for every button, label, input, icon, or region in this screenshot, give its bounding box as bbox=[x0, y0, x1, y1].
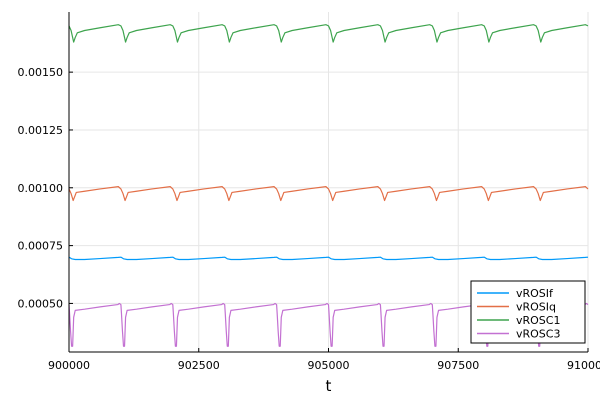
y-tick-label: 0.00075 bbox=[18, 240, 64, 253]
x-axis-title: t bbox=[326, 377, 332, 395]
y-tick-label: 0.00150 bbox=[18, 66, 64, 79]
series-line-vROSC3 bbox=[68, 302, 589, 347]
legend-label: vROSIq bbox=[516, 301, 556, 314]
x-tick-label: 905000 bbox=[308, 359, 350, 372]
grid-lines bbox=[68, 12, 589, 352]
series-lines bbox=[68, 24, 589, 347]
y-tick-label: 0.00050 bbox=[18, 297, 64, 310]
y-tick-label: 0.00100 bbox=[18, 182, 64, 195]
series-line-vROSC1 bbox=[68, 24, 589, 43]
series-line-vROSIq bbox=[68, 186, 589, 202]
y-tick-label: 0.00125 bbox=[18, 124, 64, 137]
legend-label: vROSC3 bbox=[516, 328, 560, 341]
legend-box bbox=[470, 280, 586, 344]
legend-label: vROSC1 bbox=[516, 314, 560, 327]
x-tick-label: 900000 bbox=[48, 359, 90, 372]
legend-label: vROSIf bbox=[516, 287, 554, 300]
x-tick-label: 902500 bbox=[178, 359, 220, 372]
series-line-vROSIf bbox=[68, 256, 589, 261]
x-tick-label: 907500 bbox=[437, 359, 479, 372]
